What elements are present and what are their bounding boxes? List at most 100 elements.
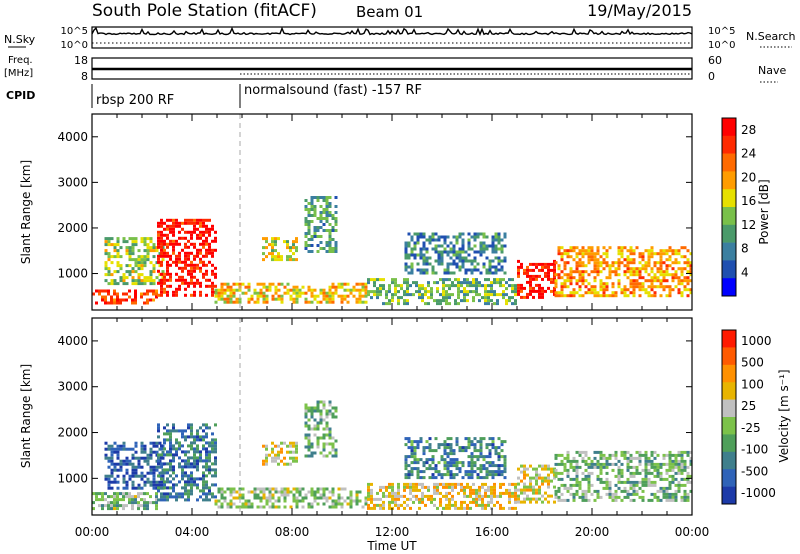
- velocity-cell: [638, 450, 642, 454]
- power-cell: [449, 241, 453, 245]
- velocity-cell: [611, 495, 615, 499]
- velocity-cell: [644, 477, 648, 481]
- power-cell: [310, 294, 314, 298]
- velocity-cell: [265, 502, 269, 506]
- power-cell: [653, 279, 657, 283]
- power-cell: [662, 270, 666, 274]
- power-cell: [575, 246, 579, 250]
- velocity-cell: [466, 494, 469, 498]
- velocity-cell: [122, 492, 125, 496]
- velocity-cell: [424, 494, 427, 498]
- power-cell: [406, 278, 409, 282]
- power-cell: [268, 288, 272, 292]
- velocity-cell: [304, 412, 308, 416]
- power-cell: [581, 270, 585, 274]
- velocity-cell: [653, 468, 657, 472]
- velocity-cell: [241, 487, 245, 491]
- velocity-cell: [523, 467, 526, 471]
- velocity-cell: [400, 494, 403, 498]
- power-cell: [152, 298, 155, 302]
- velocity-cell: [668, 456, 672, 460]
- power-cell: [511, 302, 514, 306]
- velocity-cell: [122, 459, 126, 463]
- velocity-cell: [659, 462, 663, 466]
- power-cell: [178, 236, 181, 240]
- velocity-cell: [451, 488, 454, 492]
- power-cell: [211, 263, 214, 267]
- velocity-cell: [689, 459, 693, 463]
- power-cell: [467, 268, 471, 272]
- power-cell: [590, 291, 594, 295]
- power-cell: [668, 258, 672, 262]
- power-cell: [511, 287, 514, 291]
- power-cell: [157, 221, 160, 225]
- power-cell: [635, 246, 639, 250]
- power-cell: [668, 273, 672, 277]
- power-cell: [665, 294, 669, 298]
- power-cell: [566, 294, 570, 298]
- velocity-cell: [538, 473, 541, 477]
- power-cell: [541, 277, 544, 281]
- velocity-cell: [478, 494, 481, 498]
- velocity-cell: [413, 461, 417, 465]
- velocity-cell: [416, 443, 420, 447]
- power-cell: [487, 299, 490, 303]
- velocity-cell: [457, 491, 460, 495]
- velocity-cell: [626, 465, 630, 469]
- velocity-cell: [310, 493, 314, 497]
- velocity-cell: [485, 470, 489, 474]
- power-cell: [566, 279, 570, 283]
- power-cell: [181, 275, 184, 279]
- power-cell: [671, 267, 675, 271]
- velocity-cell: [328, 430, 332, 434]
- power-cell: [307, 250, 311, 253]
- velocity-cell: [463, 506, 466, 510]
- power-cell: [247, 297, 251, 301]
- power-cell: [500, 265, 504, 269]
- power-cell: [520, 283, 523, 287]
- power-cell: [319, 300, 323, 304]
- velocity-cell: [331, 505, 335, 509]
- velocity-cell: [500, 440, 504, 444]
- power-cell: [313, 229, 317, 232]
- power-cell: [593, 258, 597, 262]
- velocity-cell: [160, 477, 163, 481]
- velocity-cell: [172, 456, 175, 460]
- velocity-cell: [629, 465, 633, 469]
- velocity-cell: [161, 450, 165, 454]
- power-cell: [190, 281, 193, 285]
- power-cell: [196, 263, 199, 267]
- power-cell: [140, 261, 144, 265]
- power-cell: [611, 264, 615, 268]
- power-cell: [134, 292, 137, 296]
- power-cell: [632, 288, 636, 292]
- velocity-cell: [659, 477, 663, 481]
- velocity-cell: [166, 498, 169, 502]
- velocity-cell: [211, 462, 214, 466]
- power-cell: [310, 288, 314, 292]
- velocity-cell: [484, 494, 487, 498]
- power-cell: [520, 295, 523, 299]
- velocity-cell: [517, 476, 520, 480]
- power-cell: [460, 281, 463, 285]
- velocity-cell: [638, 453, 642, 457]
- power-cell: [467, 241, 471, 245]
- power-cell: [163, 287, 166, 291]
- velocity-cell: [391, 497, 394, 501]
- velocity-cell: [397, 497, 400, 501]
- power-cell: [623, 270, 627, 274]
- velocity-cell: [289, 450, 292, 454]
- velocity-cell: [421, 500, 424, 504]
- velocity-cell: [394, 491, 397, 495]
- velocity-cell: [419, 476, 423, 480]
- velocity-cell: [557, 471, 561, 475]
- velocity-cell: [415, 485, 418, 489]
- power-cell: [584, 264, 588, 268]
- velocity-cell: [424, 503, 427, 507]
- velocity-cell: [265, 459, 268, 463]
- power-cell: [316, 294, 320, 298]
- power-cell: [274, 258, 277, 262]
- power-cell: [463, 290, 466, 294]
- velocity-cell: [128, 495, 131, 499]
- power-cell: [190, 278, 193, 282]
